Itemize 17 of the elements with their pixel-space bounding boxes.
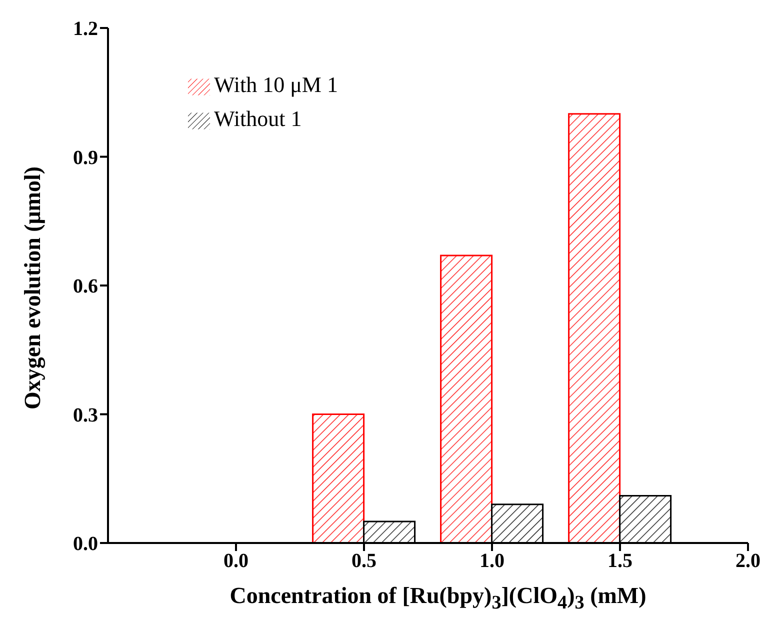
x-tick-label: 2.0 [736, 550, 760, 572]
x-tick-label: 0.5 [352, 550, 376, 572]
x-tick-label: 1.5 [608, 550, 632, 572]
x-axis-title: Concentration of [Ru(bpy)$_{3}$](ClO$_{4}$)$_{3}$ (mM) [228, 583, 648, 615]
bar [312, 414, 365, 543]
y-tick-label: 0.6 [73, 276, 98, 298]
y-tick-label: 1.2 [73, 18, 98, 40]
legend-label: Without 1 [214, 106, 302, 131]
y-tick-label: 0.0 [73, 533, 98, 556]
bar [568, 113, 621, 543]
legend-label: With 10 μM 1 [214, 72, 338, 97]
bar [440, 254, 493, 543]
x-tick-label: 1.0 [480, 550, 504, 572]
y-tick-label: 0.9 [73, 146, 98, 169]
x-tick-label: 0.0 [224, 550, 248, 572]
y-axis-title: Oxygen evolution (μmol) [20, 166, 46, 410]
y-tick-label: 0.3 [73, 404, 98, 426]
